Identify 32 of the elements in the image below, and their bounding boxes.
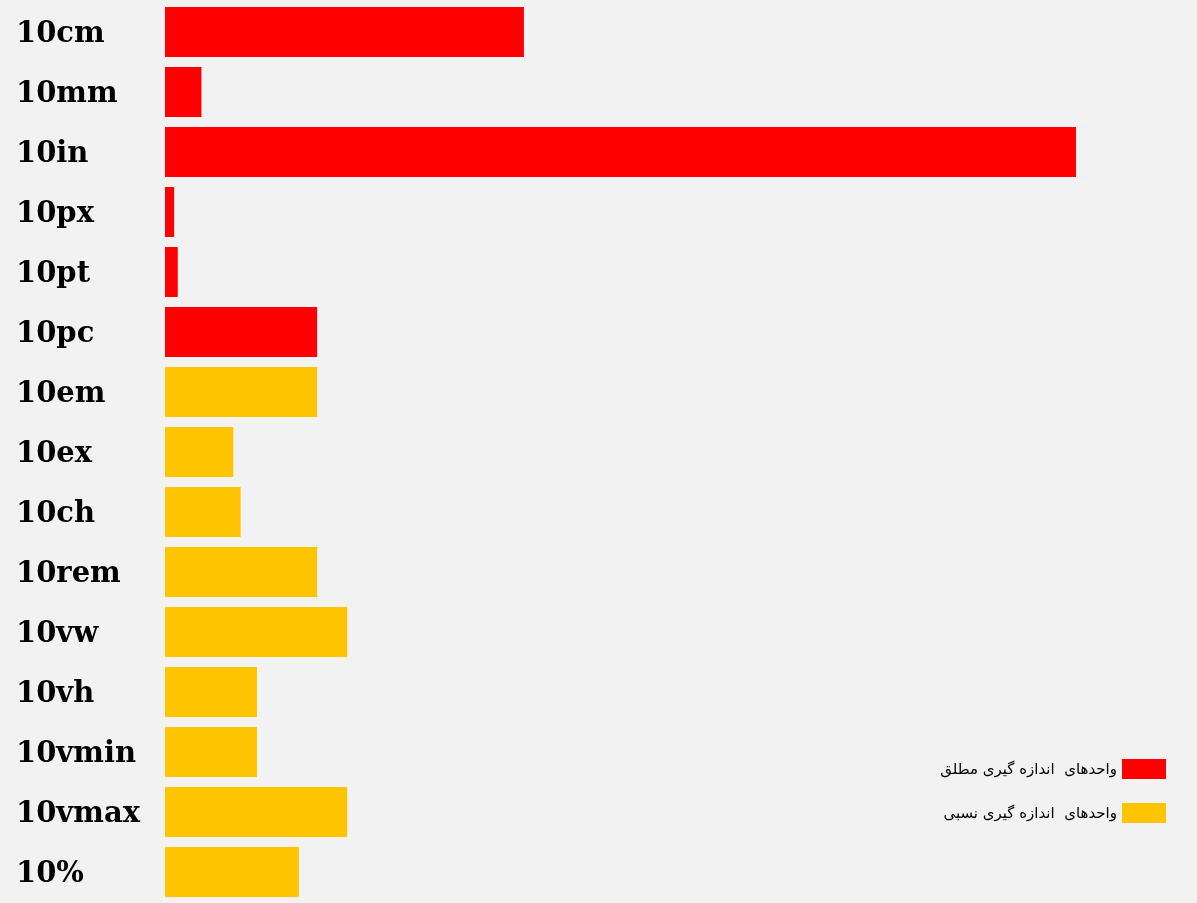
legend-label: واحدهای اندازه گیری نسبی bbox=[943, 804, 1117, 822]
bar bbox=[165, 787, 348, 837]
bar bbox=[165, 607, 348, 657]
bar bbox=[165, 547, 318, 597]
y-tick-label: 10mm bbox=[16, 75, 119, 109]
bar bbox=[165, 307, 318, 357]
bar bbox=[165, 427, 234, 477]
y-tick-label: 10cm bbox=[16, 15, 106, 49]
y-tick-label: 10em bbox=[16, 375, 106, 409]
y-tick-label: 10vw bbox=[16, 615, 100, 649]
bar bbox=[165, 487, 241, 537]
y-tick-label: 10in bbox=[16, 135, 89, 169]
legend-label: واحدهای اندازه گیری مطلق bbox=[940, 760, 1117, 778]
y-tick-label: 10pt bbox=[16, 255, 91, 289]
y-tick-label: 10px bbox=[16, 195, 95, 229]
bar bbox=[165, 7, 524, 57]
y-tick-label: 10% bbox=[16, 855, 84, 889]
y-tick-label: 10ex bbox=[16, 435, 93, 469]
bar bbox=[165, 67, 202, 117]
y-tick-label: 10vmax bbox=[16, 795, 141, 829]
y-tick-label: 10vmin bbox=[16, 735, 136, 769]
bar bbox=[165, 367, 318, 417]
y-tick-label: 10pc bbox=[16, 315, 95, 349]
bar bbox=[165, 127, 1076, 177]
bar bbox=[165, 187, 175, 237]
y-tick-label: 10ch bbox=[16, 495, 96, 529]
bar bbox=[165, 667, 258, 717]
bar bbox=[165, 727, 258, 777]
bar bbox=[165, 247, 178, 297]
bar bbox=[165, 847, 299, 897]
y-tick-label: 10rem bbox=[16, 555, 122, 589]
y-tick-label: 10vh bbox=[16, 675, 95, 709]
